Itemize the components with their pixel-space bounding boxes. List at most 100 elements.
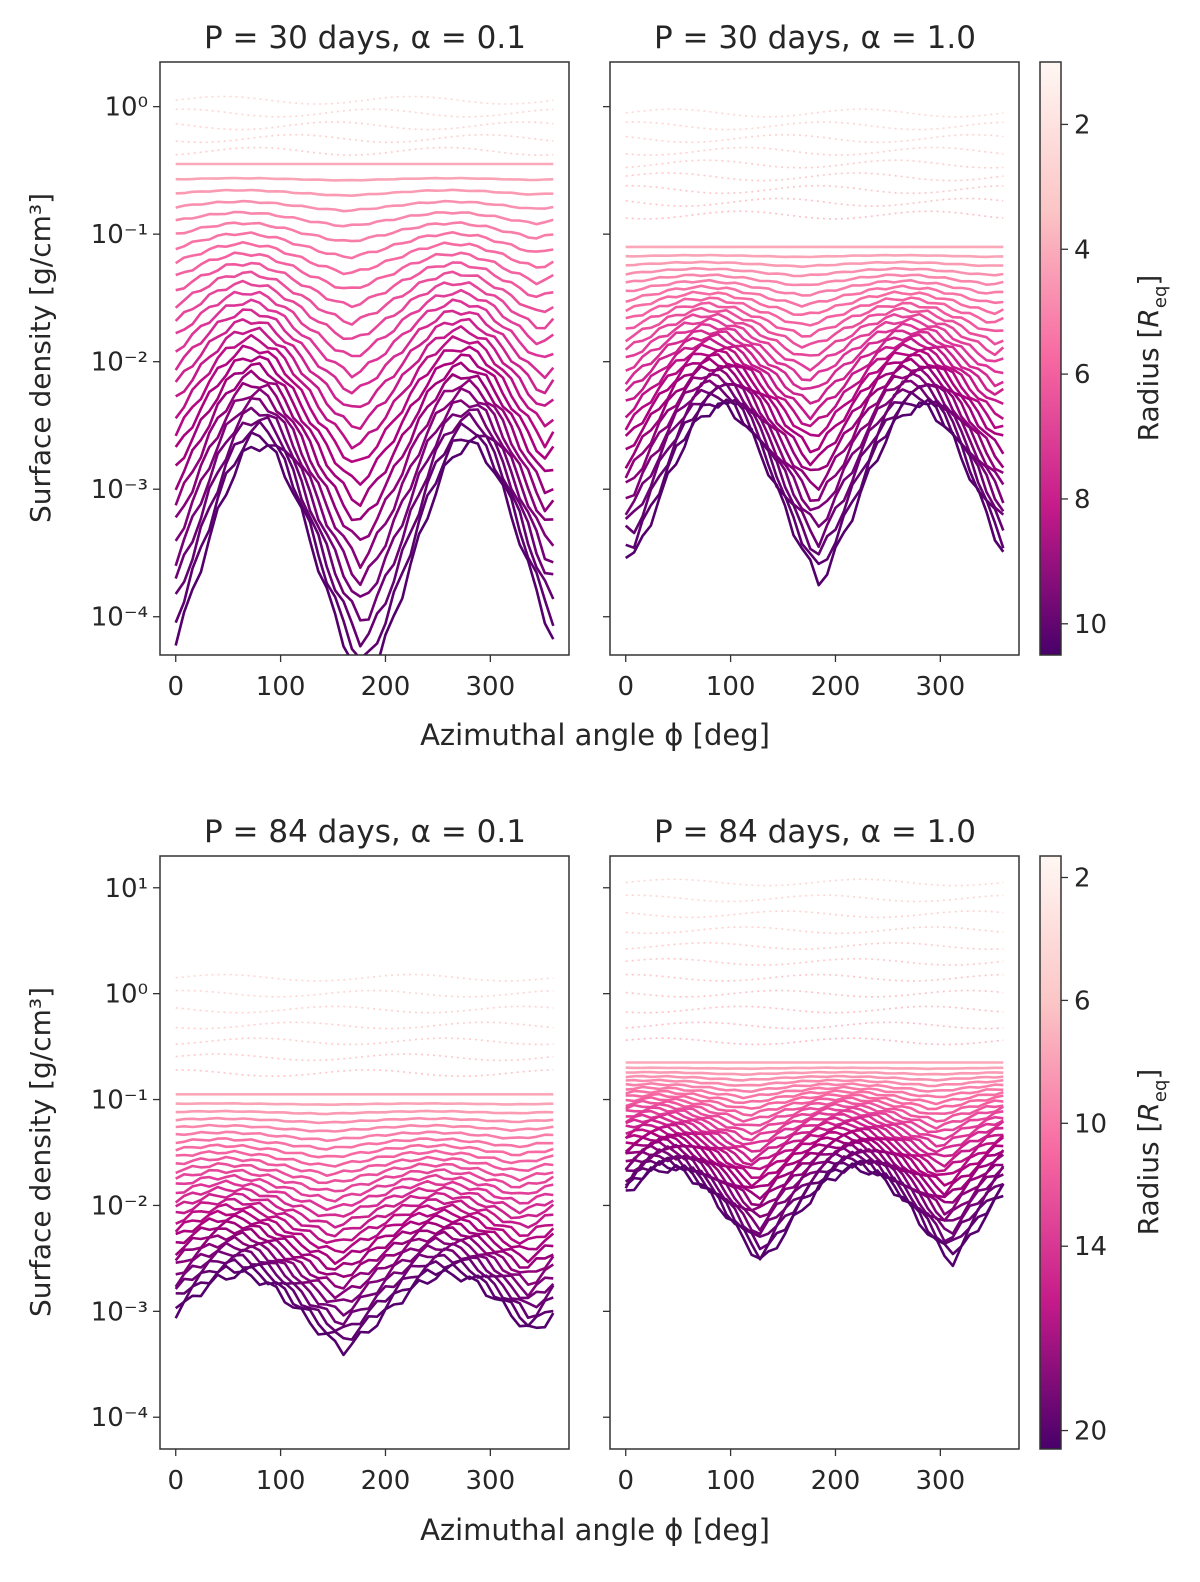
- x-axis-label: Azimuthal angle ϕ [deg]: [420, 1513, 770, 1547]
- series-line: [175, 210, 554, 228]
- series-line: [625, 1082, 1004, 1093]
- x-tick-label: 0: [167, 672, 184, 702]
- colorbar-ticks: 2 4 6 8 10: [1061, 110, 1107, 640]
- series-line: [625, 260, 1004, 269]
- dotted-series-line: [175, 1037, 554, 1046]
- series-line: [625, 371, 1005, 502]
- axes-frame: [609, 61, 1020, 656]
- series-line: [625, 337, 1004, 421]
- series-line: [625, 253, 1004, 259]
- series-line: [625, 1078, 1004, 1088]
- axes-frame: [609, 855, 1020, 1450]
- dotted-series-line: [625, 121, 1004, 131]
- dotted-series-line: [175, 1053, 554, 1062]
- series-line: [175, 176, 554, 182]
- series-line: [175, 1109, 554, 1116]
- colorbar-tick-label: 2: [1074, 110, 1091, 140]
- y-axis-label: Surface density [g/cm³]: [24, 987, 57, 1317]
- series-line: [625, 1096, 1004, 1117]
- series-line: [625, 266, 1004, 278]
- plot-area: 0 100 200 300: [603, 878, 1005, 1496]
- x-tick-label: 200: [361, 1466, 411, 1496]
- dotted-series-line: [625, 146, 1004, 156]
- dotted-series-line: [625, 197, 1004, 207]
- dotted-series-line: [175, 973, 554, 982]
- series-line: [175, 1137, 554, 1151]
- series-line: [174, 279, 555, 341]
- colorbar-tick-label: 4: [1074, 235, 1091, 265]
- panel-title: P = 84 days, α = 1.0: [654, 814, 976, 850]
- series-line: [624, 1148, 1005, 1232]
- x-tick-label: 300: [466, 1466, 516, 1496]
- x-tick-label: 100: [256, 1466, 306, 1496]
- series-line: [625, 322, 1004, 382]
- series-line: [174, 439, 555, 655]
- y-tick-label: 10⁻³: [91, 475, 148, 505]
- series-line: [625, 1115, 1005, 1154]
- colorbar-tick-label: 6: [1074, 360, 1091, 390]
- colorbar-label: Radius [Req]: [1132, 275, 1171, 442]
- dotted-series-line: [625, 941, 1004, 951]
- dotted-series-line: [175, 146, 554, 156]
- series-line: [175, 1179, 554, 1212]
- series-line: [174, 406, 554, 598]
- x-axis-label: Azimuthal angle ϕ [deg]: [420, 718, 770, 752]
- series-line: [175, 221, 554, 243]
- dotted-series-line: [625, 184, 1004, 195]
- x-tick-label: 300: [466, 672, 516, 702]
- series-line: [625, 1130, 1004, 1188]
- series-line: [625, 1099, 1004, 1123]
- series-line: [625, 1089, 1004, 1106]
- series-line: [175, 199, 554, 213]
- series-group: [174, 973, 555, 1357]
- series-line: [174, 353, 555, 486]
- series-group: [624, 878, 1005, 1268]
- y-tick-label: 10⁻²: [91, 1191, 148, 1221]
- y-tick-label: 10¹: [104, 874, 148, 904]
- series-line: [175, 1149, 554, 1168]
- y-tick-label: 10⁻⁴: [91, 1403, 148, 1433]
- x-tick-label: 0: [167, 1466, 184, 1496]
- series-line: [174, 308, 555, 395]
- series-group: [174, 95, 555, 655]
- colorbar-tick-label: 10: [1074, 1109, 1107, 1139]
- dotted-series-line: [625, 878, 1004, 887]
- dotted-series-line: [175, 108, 554, 118]
- series-line: [624, 329, 1004, 391]
- dotted-series-line: [625, 894, 1004, 903]
- series-line: [174, 397, 555, 587]
- colorbar-label: Radius [Req]: [1132, 1069, 1171, 1236]
- series-line: [174, 270, 554, 326]
- series-line: [625, 278, 1004, 297]
- series-line: [624, 332, 1005, 405]
- dotted-series-line: [175, 1069, 554, 1077]
- panel-title: P = 30 days, α = 1.0: [654, 20, 976, 56]
- series-line: [624, 306, 1004, 349]
- series-line: [175, 1116, 554, 1125]
- x-tick-label: 200: [811, 672, 861, 702]
- dotted-series-line: [625, 926, 1004, 935]
- colorbar-tick-label: 10: [1074, 610, 1107, 640]
- series-line: [624, 401, 1005, 587]
- series-line: [175, 1143, 554, 1159]
- dotted-series-line: [175, 989, 554, 998]
- series-line: [175, 231, 554, 260]
- series-line: [174, 1208, 555, 1254]
- x-tick-label: 100: [706, 1466, 756, 1496]
- series-line: [174, 344, 555, 464]
- series-line: [625, 1085, 1004, 1100]
- colorbar: [1039, 61, 1062, 656]
- x-tick-label: 0: [617, 672, 634, 702]
- y-tick-label: 10⁻³: [91, 1297, 148, 1327]
- dotted-series-line: [175, 133, 554, 144]
- series-line: [624, 342, 1005, 428]
- dotted-series-line: [625, 957, 1004, 966]
- series-line: [625, 1118, 1004, 1163]
- series-line: [174, 431, 555, 655]
- series-line: [625, 317, 1004, 372]
- plot-area: 0 100 200 300 10¹ 10⁰ 10⁻¹ 10⁻² 10⁻³ 10⁻⁴: [91, 874, 555, 1496]
- x-tick-label: 200: [811, 1466, 861, 1496]
- series-line: [174, 369, 554, 522]
- series-line: [624, 1137, 1005, 1200]
- series-line: [175, 1173, 554, 1203]
